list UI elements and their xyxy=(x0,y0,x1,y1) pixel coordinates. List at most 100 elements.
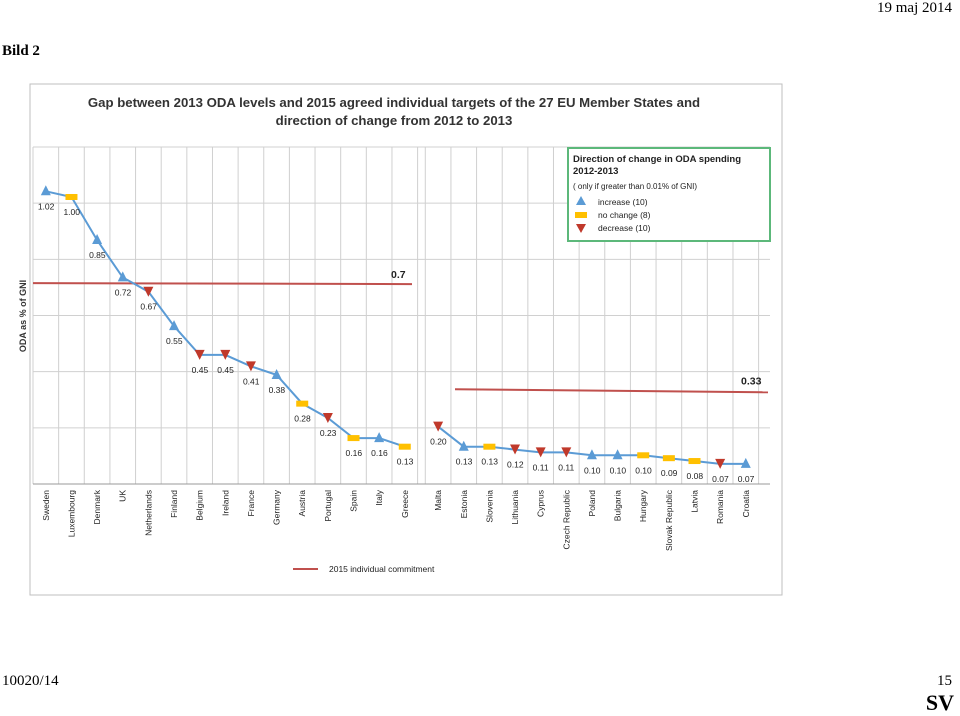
data-label: 0.07 xyxy=(738,474,755,484)
data-label: 0.07 xyxy=(712,474,729,484)
marker-increase-germany xyxy=(271,368,282,379)
category-label: Belgium xyxy=(195,490,205,521)
category-label: Finland xyxy=(169,490,179,518)
chart-title-line: direction of change from 2012 to 2013 xyxy=(276,113,513,128)
category-label: Sweden xyxy=(41,490,51,521)
category-label: Hungary xyxy=(638,489,648,522)
category-label: Romania xyxy=(715,490,725,524)
data-label: 0.55 xyxy=(166,336,183,346)
marker-increase-italy xyxy=(374,432,385,443)
data-label: 0.67 xyxy=(140,302,157,312)
data-label: 0.09 xyxy=(661,468,678,478)
data-label: 0.45 xyxy=(217,365,234,375)
data-label: 0.10 xyxy=(635,465,652,475)
category-label: Portugal xyxy=(323,490,333,522)
target-line-2015 xyxy=(454,388,769,394)
marker-decrease-belgium xyxy=(194,349,205,360)
marker-increase-estonia xyxy=(458,440,469,451)
category-label: UK xyxy=(118,490,128,502)
marker-no-change-slovenia xyxy=(483,443,496,450)
category-label: Ireland xyxy=(220,490,230,516)
marker-decrease-portugal xyxy=(322,412,333,423)
y-axis-label: ODA as % of GNI xyxy=(18,280,28,352)
legend-decrease-icon xyxy=(576,224,586,233)
category-label: Czech Republic xyxy=(561,489,571,549)
data-label: 1.02 xyxy=(38,201,55,211)
data-label: 0.38 xyxy=(269,385,286,395)
marker-increase-sweden xyxy=(40,185,51,196)
category-label: Estonia xyxy=(459,490,469,519)
category-label: Cyprus xyxy=(536,490,546,517)
marker-increase-croatia xyxy=(740,457,751,468)
marker-decrease-czech-republic xyxy=(561,447,572,458)
marker-no-change-austria xyxy=(296,400,309,407)
data-label: 0.10 xyxy=(610,465,627,475)
category-label: Netherlands xyxy=(143,490,153,536)
data-label: 0.41 xyxy=(243,376,260,386)
category-label: France xyxy=(246,490,256,517)
page-number: 15 xyxy=(937,673,952,689)
marker-decrease-ireland xyxy=(220,349,231,360)
marker-no-change-slovak-republic xyxy=(662,455,675,462)
marker-no-change-greece xyxy=(398,443,411,450)
category-label: Poland xyxy=(587,490,597,517)
category-label: Denmark xyxy=(92,489,102,524)
category-label: Austria xyxy=(297,490,307,517)
category-label: Italy xyxy=(374,489,384,505)
category-label: Lithuania xyxy=(510,490,520,525)
marker-increase-uk xyxy=(117,271,128,282)
data-label: 0.16 xyxy=(371,448,388,458)
category-label: Greece xyxy=(400,490,410,518)
document-reference: 10020/14 xyxy=(2,673,59,689)
marker-decrease-romania xyxy=(715,458,726,469)
marker-decrease-netherlands xyxy=(143,286,154,297)
data-label: 0.45 xyxy=(192,365,209,375)
category-label: Germany xyxy=(272,489,282,525)
data-label: 0.12 xyxy=(507,460,524,470)
category-label: Croatia xyxy=(741,490,751,518)
document-date: 19 maj 2014 xyxy=(877,0,952,16)
data-label: 0.20 xyxy=(430,437,447,447)
target-value-label: 0.7 xyxy=(391,269,406,281)
legend-commitment-label: 2015 individual commitment xyxy=(329,564,435,574)
direction-legend-box xyxy=(567,147,771,242)
marker-increase-denmark xyxy=(92,234,103,245)
language-code: SV xyxy=(925,690,954,715)
data-label: 0.13 xyxy=(481,457,498,467)
legend-increase-icon xyxy=(576,196,586,205)
category-label: Spain xyxy=(349,490,359,512)
data-label: 0.85 xyxy=(89,250,106,260)
marker-decrease-lithuania xyxy=(510,444,521,455)
marker-no-change-hungary xyxy=(637,452,650,459)
target-line-2015 xyxy=(32,282,413,286)
marker-decrease-cyprus xyxy=(535,447,546,458)
data-label: 0.10 xyxy=(584,465,601,475)
marker-no-change-luxembourg xyxy=(65,194,78,200)
figure-label: Bild 2 xyxy=(2,43,40,59)
data-label: 0.11 xyxy=(558,462,574,472)
legend-no-change-icon xyxy=(575,212,587,218)
category-label: Slovak Republic xyxy=(664,489,674,551)
category-label: Luxembourg xyxy=(66,490,76,538)
direction-legend-item: increase (10) xyxy=(598,197,648,207)
data-label: 0.11 xyxy=(533,462,549,472)
target-value-label: 0.33 xyxy=(741,375,762,387)
marker-increase-bulgaria xyxy=(612,449,623,460)
category-label: Latvia xyxy=(690,490,700,513)
marker-decrease-france xyxy=(245,361,256,372)
data-label: 0.23 xyxy=(320,428,337,438)
marker-no-change-spain xyxy=(347,435,360,442)
chart-title-line: Gap between 2013 ODA levels and 2015 agr… xyxy=(88,95,700,110)
direction-legend-item: no change (8) xyxy=(598,210,651,220)
direction-legend-note: ( only if greater than 0.01% of GNI) xyxy=(573,182,697,191)
marker-increase-poland xyxy=(586,449,597,460)
data-label: 0.28 xyxy=(294,414,311,424)
data-label: 0.72 xyxy=(115,287,132,297)
category-label: Malta xyxy=(433,490,443,511)
marker-increase-finland xyxy=(169,320,180,331)
category-label: Bulgaria xyxy=(613,490,623,521)
data-label: 1.00 xyxy=(63,207,80,217)
direction-legend-title: Direction of change in ODA spending xyxy=(573,154,741,165)
category-label: Slovenia xyxy=(484,490,494,523)
